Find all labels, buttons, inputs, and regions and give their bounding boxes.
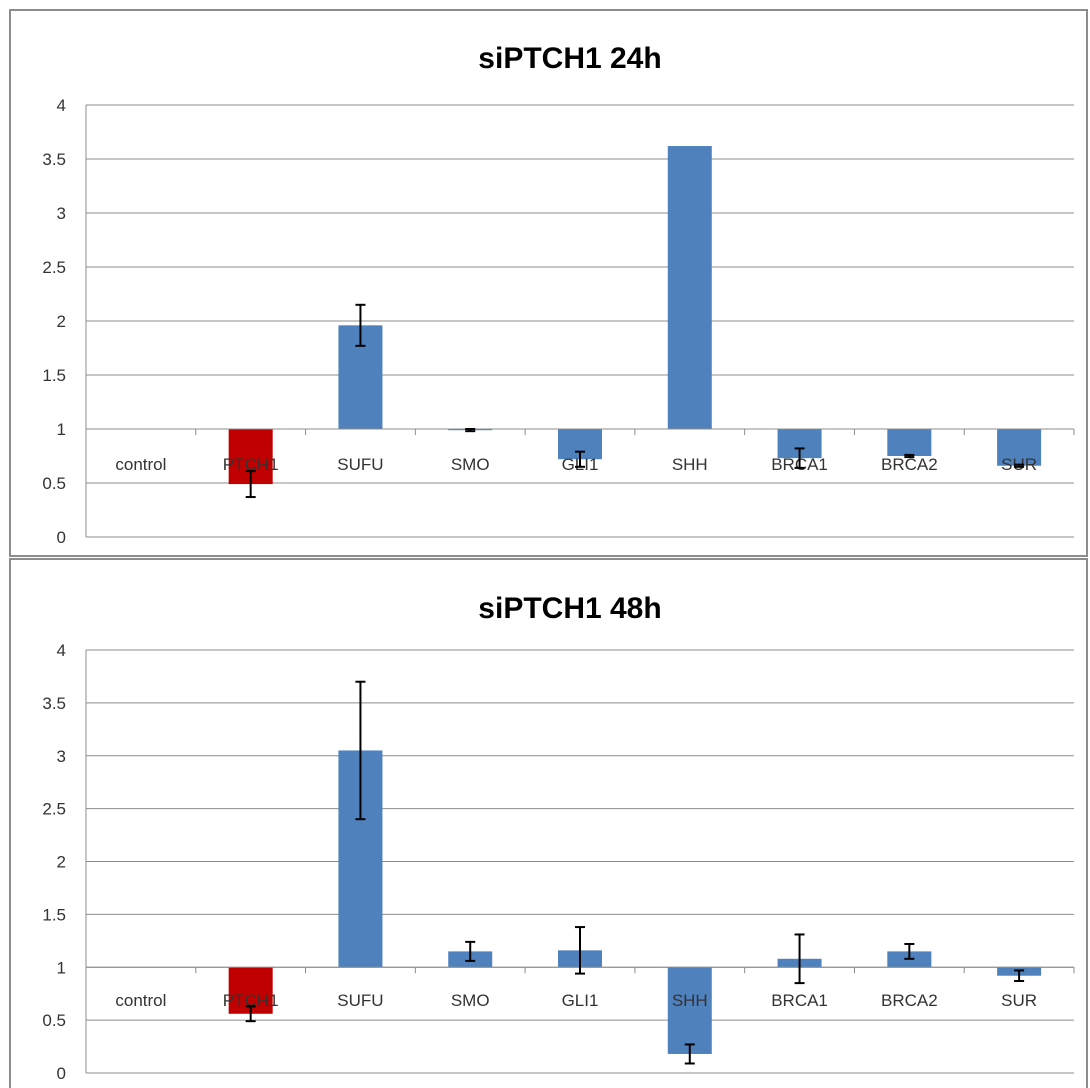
bar-shh: [667, 146, 712, 430]
category-label: BRCA2: [881, 455, 938, 474]
chart-48h: siPTCH1 48h 0 0.5 1 1.5 2 2.5 3 3.5 4 control PTCH1…: [42, 592, 1075, 1083]
y-tick-label: 0.5: [42, 1011, 66, 1030]
y-tick-label: 2.5: [42, 258, 66, 277]
chart-title: siPTCH1 48h: [478, 592, 661, 625]
category-label: BRCA1: [771, 991, 828, 1010]
error-bar: [245, 1005, 256, 1023]
error-bar: [575, 926, 585, 975]
chart-panel-48h: siPTCH1 48h 0 0.5 1 1.5 2 2.5 3 3.5 4 control PTCH1…: [9, 558, 1088, 1088]
y-tick-label: 2: [57, 853, 66, 872]
y-tick-label: 2.5: [42, 800, 66, 819]
y-tick-label: 0: [57, 528, 66, 547]
error-bar: [794, 447, 805, 469]
category-label: control: [115, 991, 166, 1010]
error-bar: [1014, 969, 1025, 982]
y-tick-label: 1: [57, 420, 66, 439]
error-bar: [684, 1043, 695, 1065]
y-tick-label: 1.5: [42, 366, 66, 385]
category-label: PTCH1: [223, 455, 279, 474]
chart-title: siPTCH1 24h: [478, 42, 661, 75]
bar-sur: [997, 429, 1042, 466]
category-label: SUR: [1001, 991, 1037, 1010]
category-label: SHH: [672, 455, 708, 474]
category-label: SUFU: [337, 991, 383, 1010]
y-tick-label: 3.5: [42, 150, 66, 169]
error-bar: [904, 453, 915, 459]
y-tick-label: 4: [57, 96, 66, 115]
y-tick-label: 3: [57, 747, 66, 766]
y-tick-label: 2: [57, 312, 66, 331]
category-label: BRCA2: [881, 991, 938, 1010]
chart-24h: siPTCH1 24h 0 0.5 1 1.5 2 2.5 3 3.5 4 control PTCH1…: [42, 42, 1075, 547]
error-bar: [575, 450, 585, 468]
y-tick-label: 1.5: [42, 905, 66, 924]
category-label: SMO: [451, 991, 490, 1010]
error-bar: [904, 942, 915, 960]
error-bar: [465, 940, 476, 962]
y-tick-label: 3: [57, 204, 66, 223]
error-bar: [794, 933, 805, 985]
y-tick-label: 4: [57, 641, 66, 660]
error-bar: [355, 680, 366, 821]
y-tick-label: 0: [57, 1064, 66, 1083]
category-label: SMO: [451, 455, 490, 474]
y-tick-label: 1: [57, 958, 66, 977]
y-tick-label: 3.5: [42, 694, 66, 713]
chart-panel-24h: siPTCH1 24h 0 0.5 1 1.5 2 2.5 3 3.5 4 control PTCH1…: [9, 9, 1088, 557]
error-bar: [245, 470, 256, 499]
category-label: SUFU: [337, 455, 383, 474]
error-bar: [1014, 463, 1025, 468]
category-label: PTCH1: [223, 991, 279, 1010]
category-label: GLI1: [562, 991, 599, 1010]
error-bar: [355, 303, 366, 347]
y-tick-label: 0.5: [42, 474, 66, 493]
category-label: SHH: [672, 991, 708, 1010]
error-bar: [465, 428, 476, 433]
bar-brca2: [887, 429, 932, 456]
bar-shh: [667, 967, 712, 1054]
category-label: control: [115, 455, 166, 474]
